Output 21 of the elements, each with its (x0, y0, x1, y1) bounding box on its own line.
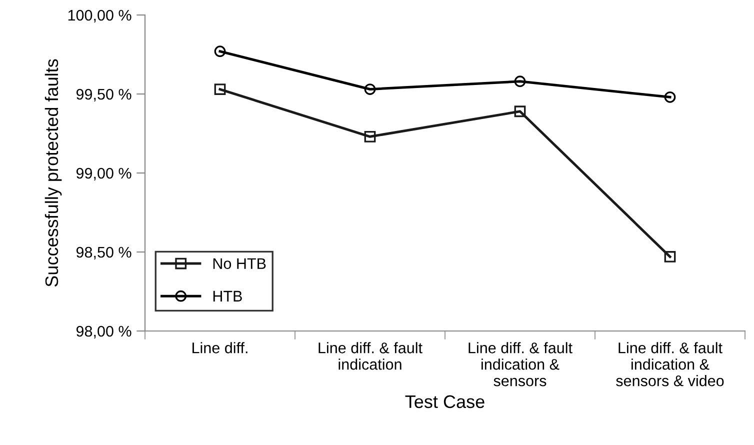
point (364, 130, 376, 142)
x-tick-label: Line diff. (192, 342, 248, 354)
x-tick-label: Line diff. & fault indication & sensors & video (616, 342, 724, 386)
y-tick-label: 100,00 % (68, 10, 132, 22)
y-axis-title: Successfully protected faults (44, 59, 62, 287)
point (214, 46, 226, 58)
point (664, 91, 676, 103)
x-axis-title: Test Case (405, 395, 484, 408)
y-tick-label: 99,50 % (76, 88, 132, 102)
legend-label: HTB (213, 290, 242, 302)
x-tick-label: Line diff. & fault indication (318, 342, 422, 370)
y-tick-label: 98,50 % (76, 246, 132, 260)
legend-label: No HTB (213, 258, 266, 270)
point (664, 251, 676, 262)
x-tick-label: Line diff. & fault indication & sensors (468, 342, 572, 386)
point (514, 76, 526, 88)
y-tick-label: 98,00 % (76, 326, 132, 338)
point (214, 84, 226, 95)
point (364, 84, 376, 95)
y-tick-label: 99,00 % (76, 168, 132, 180)
point (514, 106, 526, 118)
